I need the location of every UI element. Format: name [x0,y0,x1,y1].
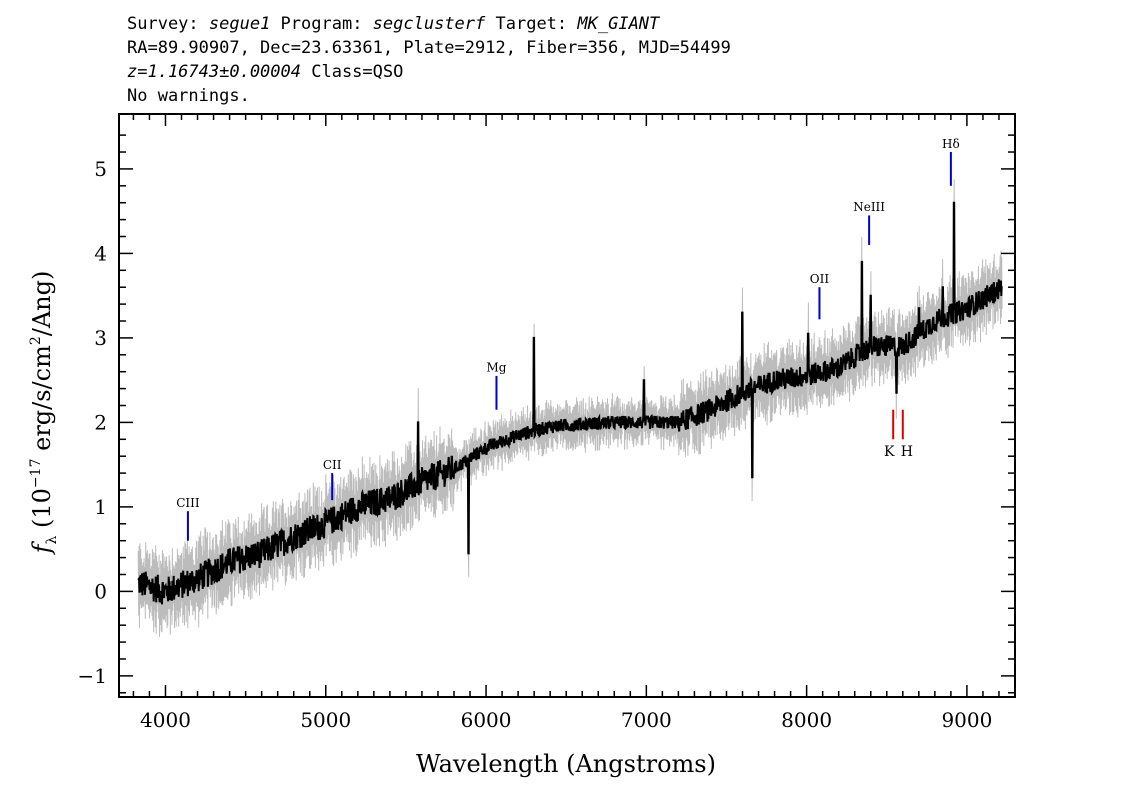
x-axis-label: Wavelength (Angstroms) [416,750,716,778]
survey-label: Survey: [127,14,209,34]
y-axis-label-sub: λ [44,535,60,544]
header-line-redshift: z=1.16743±0.00004 Class=QSO [127,60,731,84]
class-value: Class=QSO [301,62,404,82]
program-label: Program: [270,14,373,34]
x-tick-label: 7000 [621,708,672,732]
header-line-warnings: No warnings. [127,86,250,106]
emission-line-label: CIII [176,496,200,510]
emission-line-label: OII [810,272,830,286]
header-line-coordinates: RA=89.90907, Dec=23.63361, Plate=2912, F… [127,38,731,58]
error-band-line [137,179,1003,637]
y-tick-label: 0 [94,579,107,603]
absorption-line-label: H [901,444,913,460]
y-axis-label-exp2: 2 [28,336,44,345]
spectral-line-markers: CIII CII Mg OII NeIII Hδ K H [176,137,960,541]
program-value: segclusterf [372,14,486,34]
x-tick-label: 4000 [140,708,191,732]
target-value: MK_GIANT [577,14,660,34]
emission-line-label: NeIII [853,200,885,214]
header-line-survey: Survey: segue1 Program: segclusterf Targ… [127,12,731,36]
emission-line-label: Hδ [942,137,960,151]
y-tick-label: 5 [94,157,107,181]
absorption-line-label: K [884,444,895,460]
emission-line-label: CII [323,458,342,472]
y-axis-label-mid: erg/s/cm [28,345,56,459]
y-tick-label: −1 [78,664,107,688]
redshift-value: z=1.16743±0.00004 [127,62,301,82]
y-tick-label: 4 [94,241,107,265]
y-axis-label-exp: −17 [28,459,44,489]
y-axis-label-close: /Ang) [28,271,56,337]
target-label: Target: [485,14,578,34]
survey-value: segue1 [208,14,271,34]
y-tick-label: 3 [94,326,107,350]
y-tick-label: 1 [94,495,107,519]
emission-line-label: Mg [486,361,506,375]
flux-line [137,201,1003,605]
error-band [137,179,1003,637]
spectrum-header: Survey: segue1 Program: segclusterf Targ… [127,12,731,108]
y-tick-label: 2 [94,410,107,434]
x-tick-label: 8000 [781,708,832,732]
x-tick-label: 6000 [461,708,512,732]
y-axis-label-open: (10 [28,488,56,536]
axes: 4000 5000 6000 7000 8000 9000 −1 0 1 2 3 4 5 [78,113,1016,732]
x-tick-label: 9000 [941,708,992,732]
y-axis-label: fλ (10−17 erg/s/cm2/Ang) [28,271,60,556]
x-tick-label: 5000 [300,708,351,732]
flux-series [137,201,1003,605]
